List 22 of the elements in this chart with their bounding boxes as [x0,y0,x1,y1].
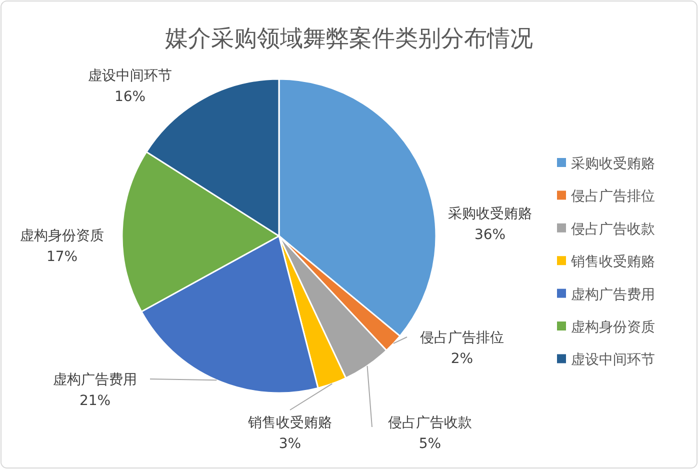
slice-label: 虚构身份资质 [20,228,104,244]
data-label: 5% [418,436,442,452]
data-label: 36% [474,227,506,243]
slice-label: 侵占广告收款 [388,415,472,431]
legend-label: 虚设中间环节 [571,352,655,368]
slice-label: 侵占广告排位 [420,330,504,346]
legend-label: 销售收受贿赂 [570,254,655,270]
legend-label: 侵占广告排位 [571,188,655,205]
legend-label: 侵占广告收款 [571,221,655,238]
legend-label: 虚构广告费用 [571,286,655,303]
slice-label: 销售收受贿赂 [247,415,332,431]
data-label: 21% [79,393,111,409]
slice-label: 虚构广告费用 [53,372,137,388]
data-label: 2% [450,351,474,367]
chart-title: 媒介采购领域舞弊案件类别分布情况 [165,26,533,52]
data-label: 3% [278,436,302,452]
data-label: 16% [114,89,146,105]
data-label: 17% [46,249,78,265]
legend-label: 采购收受贿赂 [571,156,655,172]
slice-label: 虚设中间环节 [88,68,172,84]
slice-label: 采购收受贿赂 [448,206,532,222]
legend-label: 虚构身份资质 [571,320,655,336]
